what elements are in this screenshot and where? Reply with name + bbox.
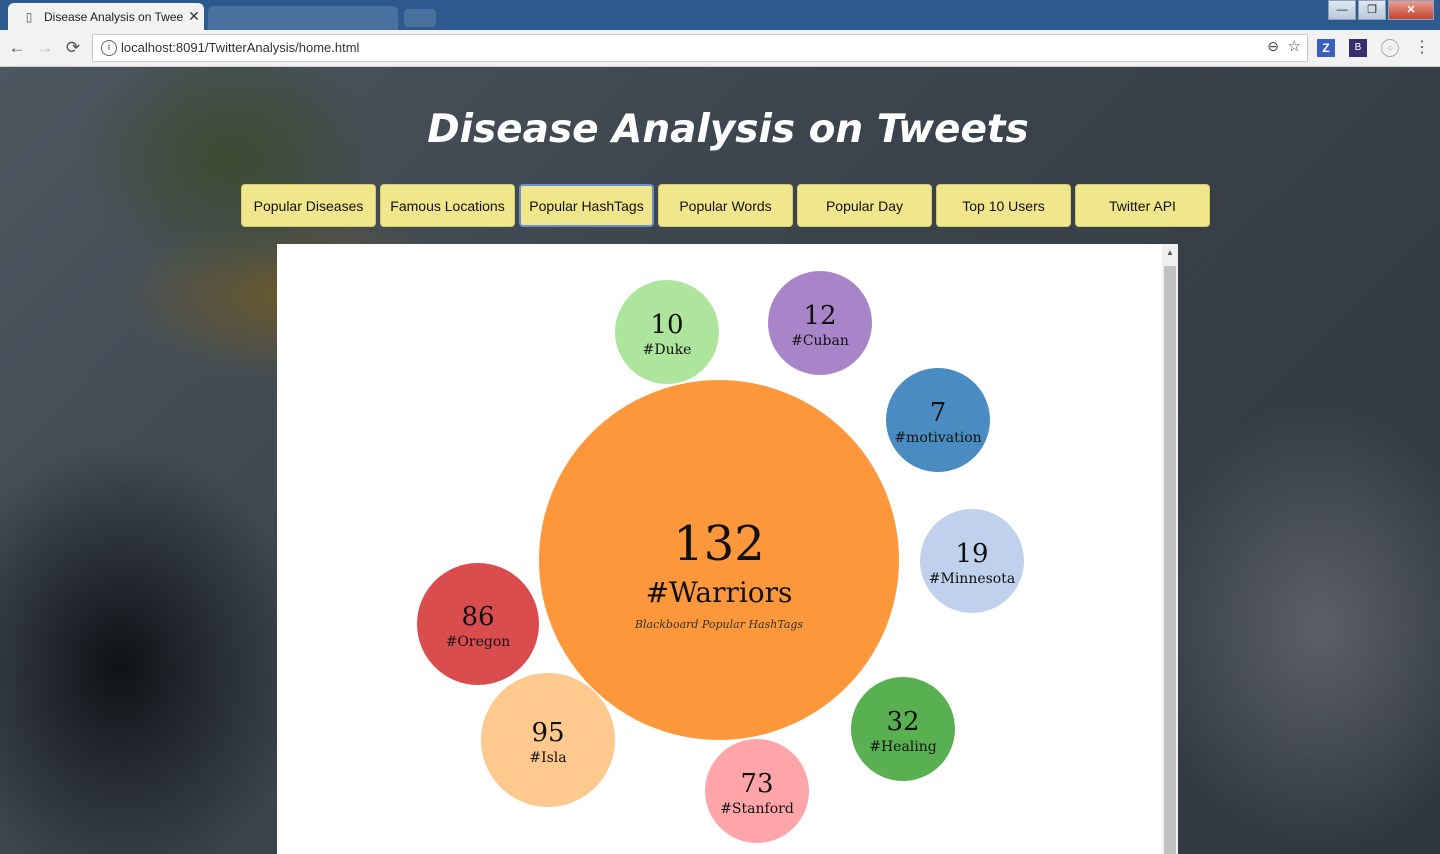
- address-bar[interactable]: i localhost:8091/TwitterAnalysis/home.ht…: [92, 34, 1308, 62]
- bubble-circle[interactable]: [768, 271, 872, 375]
- back-icon[interactable]: ←: [8, 38, 26, 57]
- url-text[interactable]: localhost:8091/TwitterAnalysis/home.html: [121, 40, 360, 55]
- forward-icon[interactable]: →: [36, 38, 54, 57]
- bubble-label: #Healing: [869, 739, 937, 755]
- browser-tab-bar: ▯ Disease Analysis on Twee ✕ — ❐ ✕: [0, 0, 1440, 30]
- bubble-label: #Stanford: [720, 801, 794, 817]
- bubble-stanford[interactable]: 73 #Stanford: [705, 739, 809, 843]
- bubble-circle[interactable]: [417, 563, 539, 685]
- bubble-value: 32: [886, 707, 919, 737]
- tab-close-icon[interactable]: ✕: [188, 8, 200, 24]
- close-window-button[interactable]: ✕: [1388, 0, 1434, 20]
- bubble-label: #Cuban: [791, 333, 849, 349]
- extension-z-icon[interactable]: Z: [1317, 39, 1335, 57]
- bubble-isla[interactable]: 95 #Isla: [481, 673, 615, 807]
- bubble-motivation[interactable]: 7 #motivation: [886, 368, 990, 472]
- bubble-label: #motivation: [894, 430, 981, 446]
- scroll-up-arrow-icon[interactable]: ▲: [1166, 248, 1174, 257]
- extension-b-icon[interactable]: B: [1349, 39, 1367, 57]
- minimize-button[interactable]: —: [1328, 0, 1356, 20]
- bubble-label: #Oregon: [446, 634, 511, 650]
- bubble-value: 10: [650, 310, 683, 340]
- browser-tab-inactive[interactable]: [208, 6, 398, 30]
- bubble-label: #Isla: [529, 750, 566, 766]
- bubble-healing[interactable]: 32 #Healing: [851, 677, 955, 781]
- bubble-circle[interactable]: [705, 739, 809, 843]
- bubble-circle[interactable]: [920, 509, 1024, 613]
- bubble-warriors[interactable]: 132 #Warriors: [539, 380, 899, 740]
- nav-button-top-10-users[interactable]: Top 10 Users: [936, 184, 1071, 227]
- reload-icon[interactable]: ⟳: [65, 38, 81, 57]
- bubble-circle[interactable]: [851, 677, 955, 781]
- maximize-button[interactable]: ❐: [1358, 0, 1386, 20]
- bubble-duke[interactable]: 10 #Duke: [615, 280, 719, 384]
- extension-circle-icon[interactable]: ○: [1381, 39, 1399, 57]
- page-background: Disease Analysis on Tweets Popular Disea…: [0, 67, 1440, 854]
- window-controls: — ❐ ✕: [1326, 0, 1434, 20]
- chart-title: Blackboard Popular HashTags: [634, 618, 804, 631]
- new-tab-button[interactable]: [404, 9, 436, 27]
- chart-panel: 132 #Warriors 10 #Duke 12 #Cuban 7 #motivation 1…: [277, 244, 1178, 854]
- browser-tab-active[interactable]: ▯ Disease Analysis on Twee ✕: [8, 3, 204, 30]
- scrollbar[interactable]: ▲: [1162, 244, 1178, 854]
- bubble-value: 132: [673, 516, 765, 572]
- page-icon: ▯: [25, 9, 33, 24]
- tab-title: Disease Analysis on Twee: [44, 9, 184, 24]
- bubble-value: 95: [531, 718, 564, 748]
- nav-button-popular-words[interactable]: Popular Words: [658, 184, 793, 227]
- bubble-circle[interactable]: [886, 368, 990, 472]
- bubble-label: #Minnesota: [929, 571, 1015, 587]
- bubble-label: #Duke: [643, 342, 692, 358]
- bubble-circle[interactable]: [481, 673, 615, 807]
- bubble-oregon[interactable]: 86 #Oregon: [417, 563, 539, 685]
- nav-button-famous-locations[interactable]: Famous Locations: [380, 184, 515, 227]
- bookmark-star-icon[interactable]: ☆: [1287, 38, 1301, 55]
- info-icon[interactable]: i: [101, 40, 117, 56]
- zoom-icon[interactable]: ⊖: [1267, 38, 1279, 54]
- bubble-circle[interactable]: [615, 280, 719, 384]
- browser-toolbar: ← → ⟳ i localhost:8091/TwitterAnalysis/h…: [0, 30, 1440, 67]
- nav-buttons: Popular Diseases Famous Locations Popula…: [241, 184, 1214, 227]
- bubble-value: 7: [930, 398, 947, 428]
- bubble-chart: 132#Warriors10#Duke12#Cuban7#motivation1…: [417, 271, 1024, 843]
- bubble-minnesota[interactable]: 19 #Minnesota: [920, 509, 1024, 613]
- bubble-value: 86: [461, 602, 494, 632]
- bubble-value: 19: [955, 539, 988, 569]
- bubble-label: #Warriors: [646, 576, 793, 609]
- bubble-value: 12: [803, 301, 836, 331]
- bubble-cuban[interactable]: 12 #Cuban: [768, 271, 872, 375]
- bubble-value: 73: [740, 769, 773, 799]
- page-title: Disease Analysis on Tweets: [427, 107, 1029, 152]
- nav-button-popular-hashtags[interactable]: Popular HashTags: [519, 184, 654, 227]
- scroll-thumb[interactable]: [1164, 266, 1176, 854]
- bubble-circle[interactable]: [539, 380, 899, 740]
- browser-menu-icon[interactable]: ⋮: [1414, 39, 1430, 56]
- nav-button-popular-diseases[interactable]: Popular Diseases: [241, 184, 376, 227]
- nav-button-popular-day[interactable]: Popular Day: [797, 184, 932, 227]
- nav-button-twitter-api[interactable]: Twitter API: [1075, 184, 1210, 227]
